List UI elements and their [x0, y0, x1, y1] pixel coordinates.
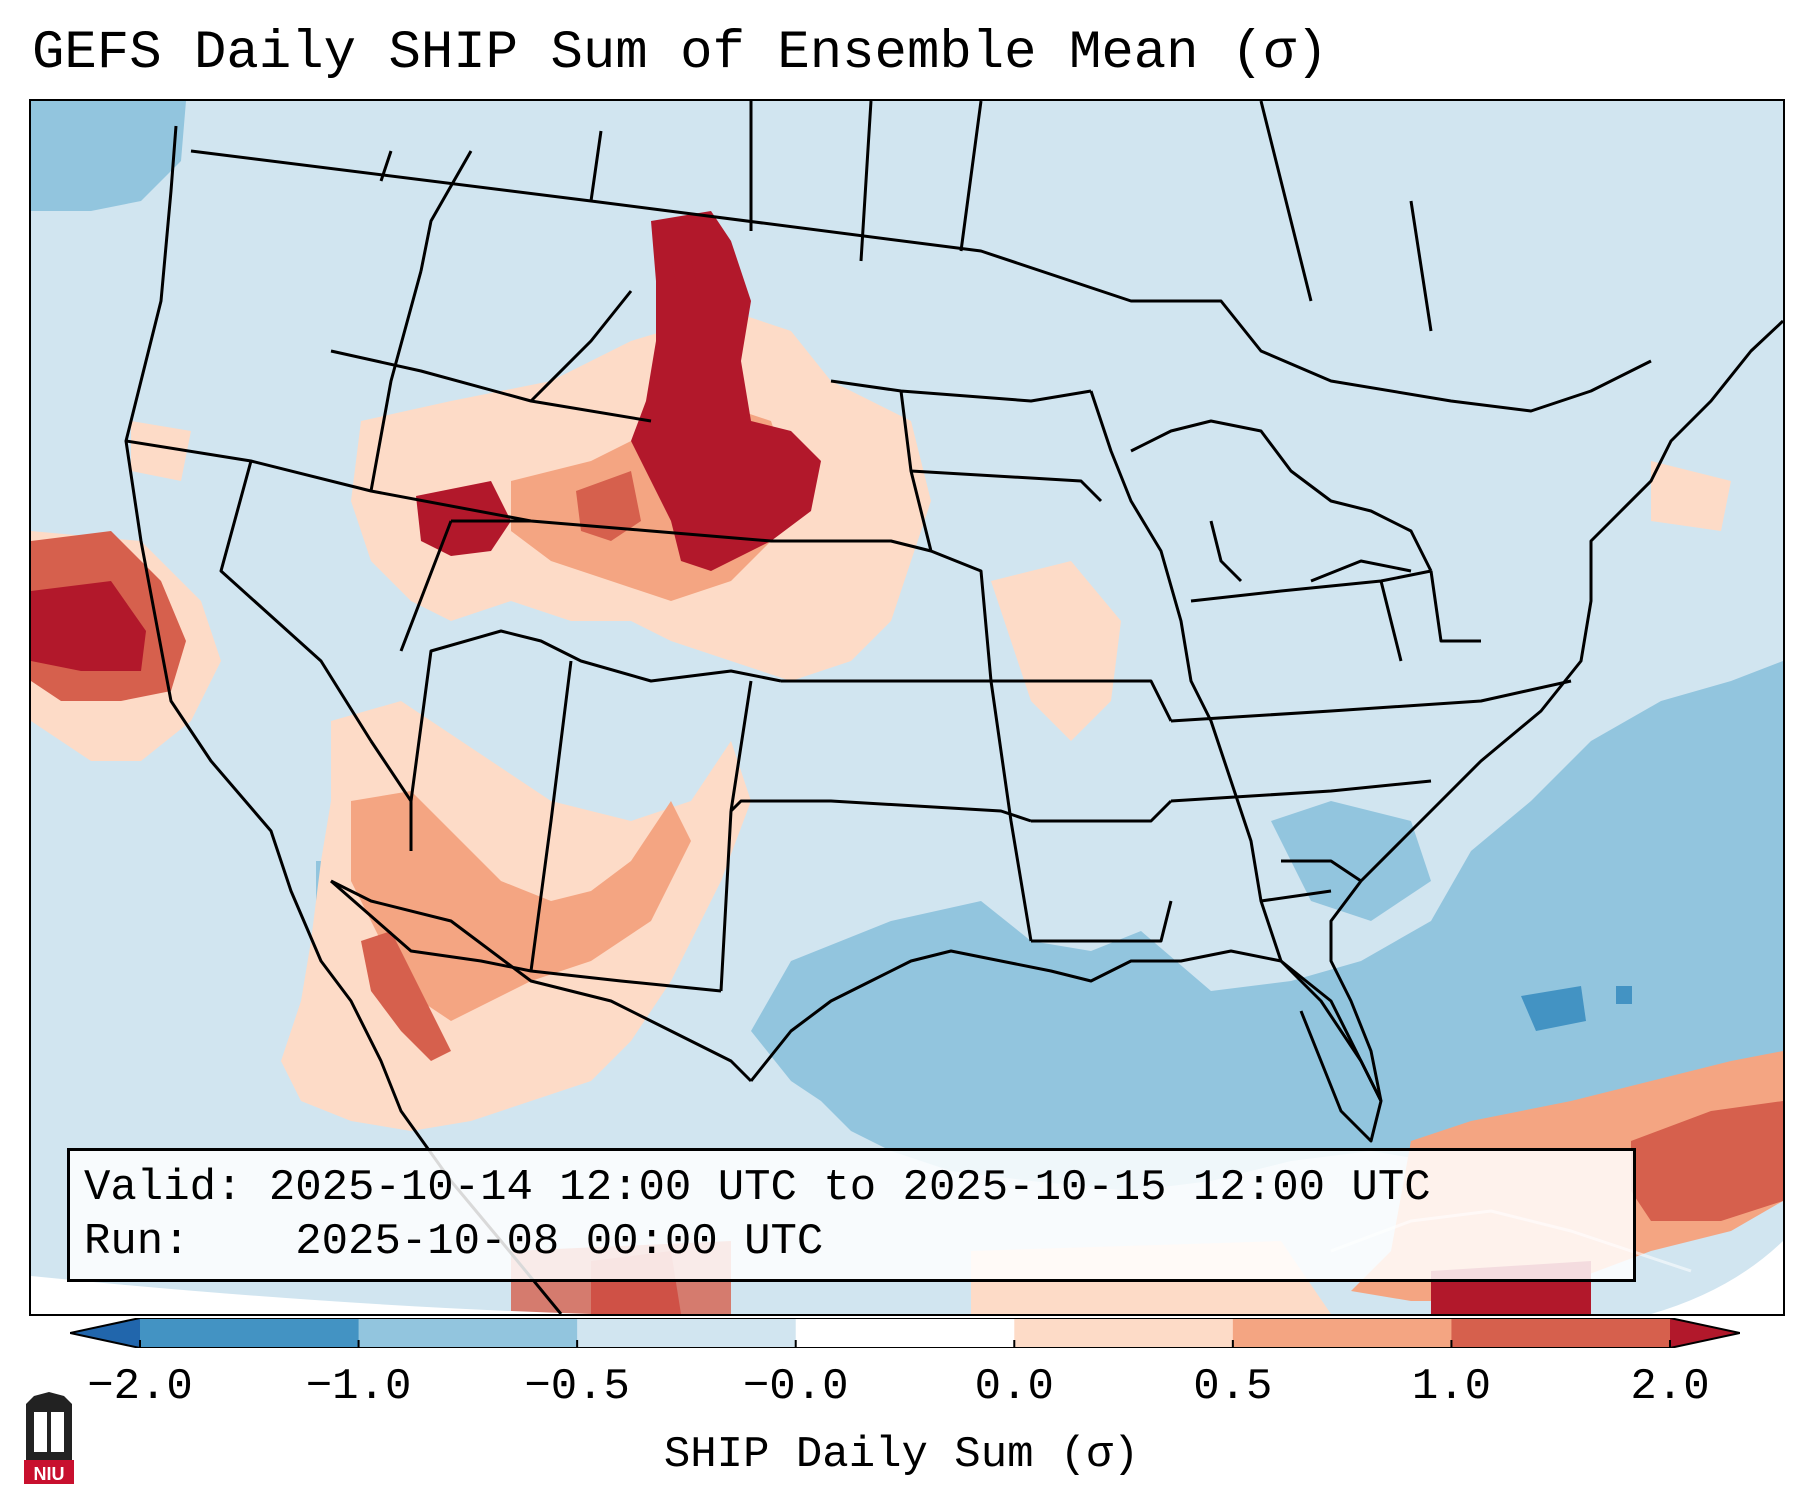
colorbar-segment — [1014, 1318, 1234, 1348]
atlantic-coastline — [1329, 319, 1783, 1102]
map-corner-blank-right — [1651, 1241, 1783, 1314]
colorbar-tick-label: −1.0 — [305, 1362, 412, 1412]
us-canada-border — [190, 149, 1652, 413]
colorbar-segment — [1232, 1318, 1452, 1348]
pacific-northwest-negative — [31, 101, 186, 211]
colorbar-segment — [795, 1318, 1015, 1348]
northeast-weak-positive — [1651, 461, 1731, 531]
run-label: Run: — [84, 1217, 190, 1267]
idaho-max-positive — [416, 481, 511, 556]
florida-outline — [1280, 959, 1383, 1143]
colorbar-tick-label: 1.0 — [1411, 1362, 1492, 1412]
colorbar-tick-label: −0.5 — [524, 1362, 630, 1412]
state-borders-central — [781, 379, 1173, 943]
colorbar-label: SHIP Daily Sum (σ) — [663, 1430, 1140, 1480]
wyoming-montana-max-positive — [631, 211, 821, 571]
oregon-weak-positive — [131, 421, 191, 481]
georgia-negative — [1271, 801, 1431, 921]
colorbar-tick-label: 2.0 — [1630, 1362, 1710, 1412]
map-panel — [29, 99, 1785, 1316]
pacific-coastline — [124, 125, 563, 1314]
state-borders-southwest — [330, 660, 1032, 993]
colorbar-extend-max — [1670, 1318, 1740, 1348]
niu-logo: NIU — [24, 1392, 74, 1484]
atlantic-strong-negative-cell — [1616, 986, 1632, 1004]
wyoming-high-positive — [576, 471, 641, 541]
valid-label: Valid: — [84, 1163, 243, 1213]
conus-map — [31, 101, 1783, 1314]
central-weak-positive — [991, 561, 1121, 741]
colorbar-segment — [358, 1318, 578, 1348]
great-lakes-outline — [1130, 419, 1433, 583]
canada-province-borders — [379, 101, 1433, 332]
colorbar-segment — [140, 1318, 360, 1348]
colorbar — [70, 1318, 1740, 1348]
colorbar-segment — [1451, 1318, 1671, 1348]
colorbar-segment — [577, 1318, 797, 1348]
niu-logo-window-bar — [47, 1412, 51, 1452]
atlantic-strong-negative — [1521, 986, 1586, 1031]
map-corner-blank — [31, 1276, 591, 1314]
run-value: 2025-10-08 00:00 UTC — [295, 1217, 824, 1267]
gulf-coastline — [749, 949, 1383, 1102]
colorbar-tick-label: 0.5 — [1193, 1362, 1273, 1412]
negative-anomaly-layer — [31, 101, 1783, 1191]
state-borders-east — [1089, 390, 1572, 962]
colorbar-tick-label: −0.0 — [742, 1362, 849, 1412]
north-dakota-max-positive — [671, 261, 701, 301]
niu-logo-base — [24, 1460, 74, 1484]
california-max-positive — [31, 581, 146, 671]
valid-value: 2025-10-14 12:00 UTC to 2025-10-15 12:00… — [268, 1163, 1431, 1213]
mexico-border — [330, 879, 753, 1083]
valid-info-box: Valid: 2025-10-14 12:00 UTC to 2025-10-1… — [67, 1148, 1636, 1282]
gulf-atlantic-negative — [751, 661, 1783, 1191]
colorbar-extend-min — [70, 1318, 140, 1348]
colorbar-tick-label: −2.0 — [87, 1362, 193, 1412]
page-title: GEFS Daily SHIP Sum of Ensemble Mean (σ) — [32, 23, 1329, 84]
valid-row: Valid: 2025-10-14 12:00 UTC to 2025-10-1… — [84, 1161, 1431, 1215]
colorbar-tick-label: 0.0 — [974, 1362, 1054, 1412]
caribbean-high-positive — [1631, 1101, 1783, 1221]
mexico-high-positive — [361, 931, 451, 1061]
niu-logo-text: NIU — [34, 1464, 65, 1484]
southwest-mid-positive — [351, 791, 691, 1021]
run-row: Run: 2025-10-08 00:00 UTC — [84, 1215, 823, 1269]
boundary-layer — [124, 101, 1783, 1314]
state-borders-west — [125, 130, 932, 851]
